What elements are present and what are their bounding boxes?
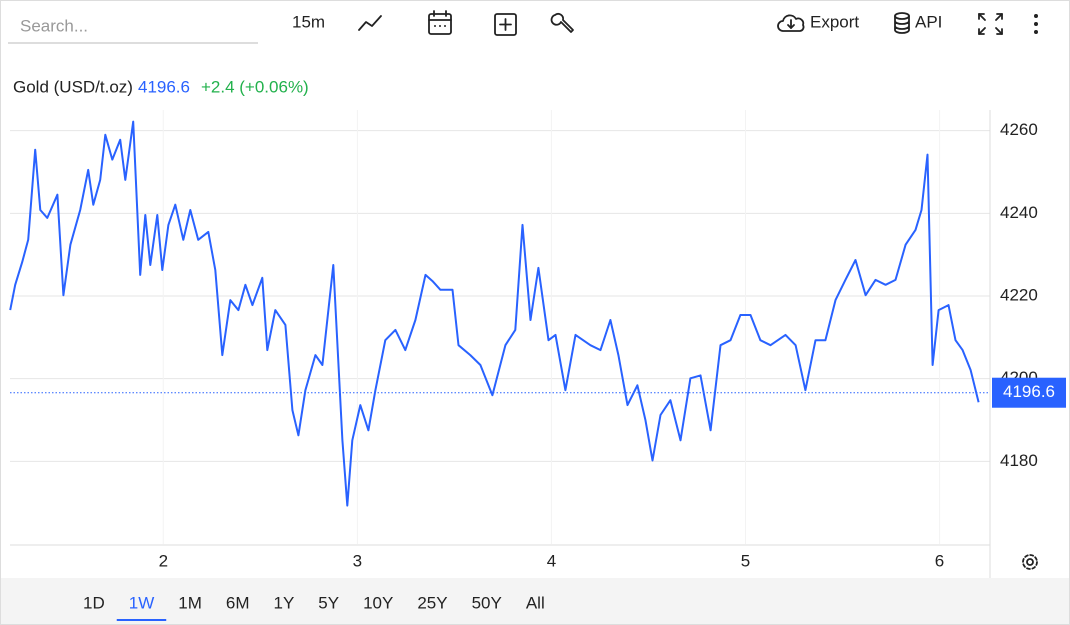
range-button[interactable]: 10Y	[363, 593, 393, 612]
last-price-label-box	[992, 377, 1066, 408]
y-tick-label: 4220	[1000, 285, 1038, 304]
api-button[interactable]: API	[894, 12, 942, 34]
range-bar	[1, 578, 1069, 624]
more-menu-icon[interactable]	[1034, 14, 1038, 34]
range-button[interactable]: 6M	[226, 593, 250, 612]
fullscreen-icon[interactable]	[978, 13, 1003, 35]
instrument-name: Gold (USD/t.oz)	[13, 77, 133, 96]
range-button[interactable]: 25Y	[417, 593, 447, 612]
calendar-icon[interactable]	[428, 10, 452, 35]
api-label: API	[915, 12, 942, 31]
price-change: +2.4 (+0.06%)	[201, 77, 309, 96]
add-indicator-icon[interactable]	[494, 13, 517, 36]
export-label: Export	[810, 12, 859, 31]
chart-type-icon[interactable]	[358, 15, 382, 31]
range-button[interactable]: All	[526, 593, 545, 612]
chart-settings-icon[interactable]	[1022, 554, 1038, 570]
range-button[interactable]: 1Y	[273, 593, 294, 612]
search-box[interactable]	[8, 8, 258, 44]
last-price: 4196.6	[138, 77, 190, 96]
y-tick-label: 4240	[1000, 203, 1038, 222]
search-placeholder: Search...	[20, 16, 88, 35]
range-button[interactable]: 1D	[83, 593, 105, 612]
range-button[interactable]: 1W	[129, 593, 155, 612]
y-tick-label: 4180	[1000, 451, 1038, 470]
export-button[interactable]: Export	[777, 12, 859, 32]
range-button[interactable]: 50Y	[472, 593, 502, 612]
last-price-label: 4196.6	[1003, 382, 1055, 401]
x-tick-label: 6	[935, 551, 944, 570]
price-line	[9, 120, 980, 507]
x-tick-label: 2	[159, 551, 168, 570]
x-tick-label: 5	[741, 551, 750, 570]
settings-wrench-icon[interactable]	[550, 13, 574, 33]
range-button[interactable]: 1M	[178, 593, 202, 612]
interval-button[interactable]: 15m	[292, 12, 325, 31]
range-buttons: 1D 1W 1M 6M 1Y 5Y 10Y 25Y 50Y All	[83, 593, 545, 621]
y-tick-label: 4260	[1000, 120, 1038, 139]
range-button[interactable]: 5Y	[318, 593, 339, 612]
x-tick-label: 4	[547, 551, 556, 570]
x-tick-label: 3	[353, 551, 362, 570]
toolbar: Search... 15m Export API	[8, 8, 1038, 44]
